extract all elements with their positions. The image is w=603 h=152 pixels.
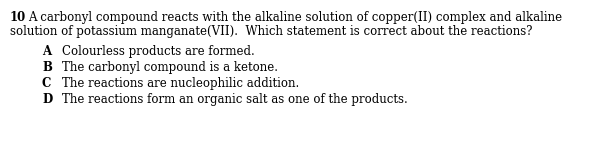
Text: Colourless products are formed.: Colourless products are formed.	[62, 45, 254, 58]
Text: B: B	[42, 61, 52, 74]
Text: C: C	[42, 77, 51, 90]
Text: A carbonyl compound reacts with the alkaline solution of copper(II) complex and : A carbonyl compound reacts with the alka…	[28, 11, 562, 24]
Text: The reactions form an organic salt as one of the products.: The reactions form an organic salt as on…	[62, 93, 408, 106]
Text: D: D	[42, 93, 52, 106]
Text: A: A	[42, 45, 51, 58]
Text: 10: 10	[10, 11, 27, 24]
Text: The carbonyl compound is a ketone.: The carbonyl compound is a ketone.	[62, 61, 278, 74]
Text: The reactions are nucleophilic addition.: The reactions are nucleophilic addition.	[62, 77, 299, 90]
Text: solution of potassium manganate(VII).  Which statement is correct about the reac: solution of potassium manganate(VII). Wh…	[10, 25, 532, 38]
